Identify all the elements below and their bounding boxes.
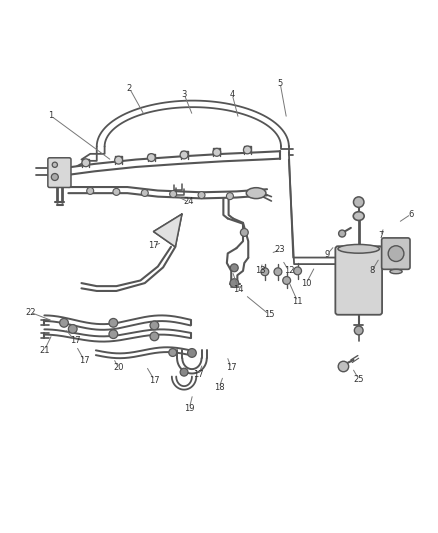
Circle shape: [274, 268, 282, 276]
Circle shape: [87, 188, 94, 195]
Ellipse shape: [246, 188, 266, 199]
Circle shape: [109, 330, 118, 338]
Text: 19: 19: [184, 404, 194, 413]
Circle shape: [230, 264, 238, 272]
Circle shape: [169, 349, 177, 357]
Text: 15: 15: [264, 310, 275, 319]
Text: 25: 25: [353, 375, 364, 384]
Text: 7: 7: [378, 231, 383, 240]
Circle shape: [113, 188, 120, 196]
Text: 17: 17: [148, 241, 159, 250]
Circle shape: [148, 154, 155, 161]
Text: 4: 4: [230, 90, 235, 99]
Circle shape: [150, 321, 159, 330]
Ellipse shape: [338, 245, 379, 253]
Ellipse shape: [353, 212, 364, 221]
Circle shape: [150, 332, 159, 341]
Text: 17: 17: [149, 376, 160, 384]
Circle shape: [213, 148, 221, 156]
Text: 3: 3: [181, 90, 187, 99]
Circle shape: [244, 146, 251, 154]
Circle shape: [261, 268, 269, 276]
Text: 1: 1: [48, 111, 53, 120]
Circle shape: [187, 349, 196, 357]
Text: 17: 17: [226, 364, 237, 372]
Circle shape: [283, 277, 290, 285]
Circle shape: [180, 151, 188, 159]
Polygon shape: [153, 214, 182, 247]
Text: 24: 24: [183, 197, 194, 206]
Circle shape: [226, 192, 233, 200]
Circle shape: [339, 230, 346, 237]
FancyBboxPatch shape: [48, 158, 71, 188]
Text: 18: 18: [214, 383, 224, 392]
Text: 6: 6: [408, 209, 414, 219]
Circle shape: [388, 246, 404, 262]
Text: 23: 23: [275, 245, 286, 254]
Text: 9: 9: [325, 250, 330, 259]
FancyBboxPatch shape: [336, 246, 382, 315]
Text: 8: 8: [369, 266, 374, 276]
Circle shape: [82, 159, 90, 167]
Text: 5: 5: [278, 79, 283, 87]
Circle shape: [230, 279, 239, 287]
Text: 21: 21: [39, 346, 49, 355]
Text: 11: 11: [292, 297, 303, 306]
Circle shape: [115, 156, 123, 164]
Text: 10: 10: [301, 279, 311, 288]
Circle shape: [338, 361, 349, 372]
Circle shape: [240, 229, 248, 236]
Text: 20: 20: [113, 364, 124, 372]
Text: 12: 12: [284, 266, 294, 276]
Text: 17: 17: [79, 356, 90, 365]
Circle shape: [60, 318, 68, 327]
Circle shape: [68, 325, 77, 333]
Ellipse shape: [390, 269, 402, 274]
Text: 14: 14: [233, 285, 244, 294]
Circle shape: [198, 191, 205, 199]
Text: 2: 2: [127, 84, 132, 93]
Text: 17: 17: [70, 336, 80, 345]
FancyBboxPatch shape: [381, 238, 410, 269]
Circle shape: [51, 174, 58, 181]
Circle shape: [141, 189, 148, 197]
Text: 17: 17: [193, 370, 204, 379]
Text: 22: 22: [25, 308, 35, 317]
Circle shape: [52, 162, 57, 167]
Text: 13: 13: [255, 266, 266, 276]
Circle shape: [170, 190, 177, 198]
Circle shape: [109, 318, 118, 327]
Circle shape: [293, 267, 301, 275]
Circle shape: [353, 197, 364, 207]
Circle shape: [180, 368, 188, 376]
Circle shape: [354, 326, 363, 335]
